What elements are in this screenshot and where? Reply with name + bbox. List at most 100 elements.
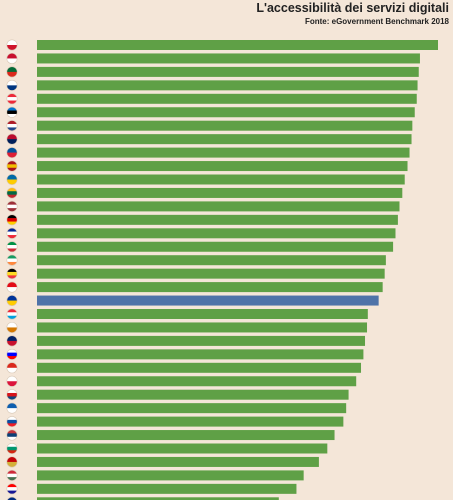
flag-stripe xyxy=(6,204,18,209)
flag-stripe xyxy=(6,392,18,397)
flag-stripe xyxy=(6,376,18,382)
bar xyxy=(37,187,403,198)
flag-stripe xyxy=(6,245,18,249)
flag-stripe xyxy=(6,416,18,421)
flag-stripe xyxy=(6,389,18,394)
flag-stripe xyxy=(6,71,18,78)
flag-outline xyxy=(6,483,18,495)
flag-outline xyxy=(6,106,18,118)
flag-outline xyxy=(6,295,18,307)
flag-outline xyxy=(6,174,18,186)
flag-outline xyxy=(6,442,18,454)
flag-outline xyxy=(6,52,18,64)
bar xyxy=(37,134,412,145)
flag-finland-icon xyxy=(6,80,18,91)
flag-outline xyxy=(6,254,18,266)
flag-stripe xyxy=(6,497,18,500)
flag-stripe xyxy=(6,470,18,474)
flag-slovenia-icon xyxy=(6,349,18,360)
flag-stripe xyxy=(6,194,18,199)
flag-stripe xyxy=(6,228,18,232)
flag-stripe xyxy=(6,235,18,239)
flag-stripe xyxy=(6,85,18,91)
flag-stripe xyxy=(6,261,18,266)
flag-stripe xyxy=(6,248,18,252)
bar xyxy=(37,322,368,333)
flag-iceland-icon xyxy=(6,147,18,158)
flag-stripe xyxy=(6,322,18,328)
bar xyxy=(37,120,413,131)
flag-outline xyxy=(7,496,17,500)
flag-outline xyxy=(6,335,18,347)
flag-stripe xyxy=(6,356,18,360)
flag-outline xyxy=(6,160,18,172)
flag-stripe xyxy=(6,275,18,279)
flag-outline xyxy=(6,375,18,387)
flag-stripe xyxy=(6,483,18,488)
flag-stripe xyxy=(6,349,18,353)
flag-stripe xyxy=(6,258,18,263)
flag-outline xyxy=(6,321,18,333)
flag-stripe xyxy=(6,450,18,454)
flag-outline xyxy=(6,241,18,253)
flag-malta-icon xyxy=(6,39,18,51)
bar xyxy=(37,80,418,91)
flag-stripe xyxy=(6,100,18,105)
flag-outline xyxy=(6,147,18,159)
flag-stripe xyxy=(6,340,18,347)
flag-estonia-icon xyxy=(6,107,18,118)
bar xyxy=(37,376,357,387)
flag-eu-icon xyxy=(6,295,18,306)
flag-stripe xyxy=(6,133,18,140)
flag-stripe xyxy=(6,218,18,222)
flag-stripe xyxy=(6,147,18,153)
bar xyxy=(37,403,347,414)
bar xyxy=(37,161,408,172)
bar-highlight xyxy=(37,295,379,306)
flag-stripe xyxy=(6,201,18,205)
flag-stripe xyxy=(6,461,18,468)
flag-stripe xyxy=(6,381,18,387)
flag-stripe xyxy=(6,433,18,438)
bar xyxy=(37,214,398,225)
flag-stripe xyxy=(6,187,18,192)
chart-subtitle: Fonte: eGovernment Benchmark 2018 xyxy=(304,17,449,26)
flag-norway-icon xyxy=(6,133,18,145)
flag-stripe xyxy=(6,113,18,118)
flag-bulgaria-icon xyxy=(6,443,18,454)
flag-stripe xyxy=(6,271,18,276)
flag-outline xyxy=(6,348,18,360)
flag-france-icon xyxy=(6,228,18,239)
flag-stripe xyxy=(6,139,18,145)
bar xyxy=(37,228,396,239)
flag-stripe xyxy=(6,446,18,451)
flag-stripe xyxy=(6,93,18,98)
flag-stripe xyxy=(6,127,18,131)
flag-stripe xyxy=(6,312,18,317)
bar xyxy=(37,456,319,467)
flag-stripe xyxy=(6,423,18,427)
flag-stripe xyxy=(6,66,18,73)
bar xyxy=(37,93,417,104)
flag-stripe xyxy=(6,300,18,306)
bar xyxy=(37,430,335,441)
flag-stripe xyxy=(6,53,18,59)
flag-stripe xyxy=(6,295,18,301)
flag-stripe xyxy=(6,214,18,219)
flag-stripe xyxy=(6,477,18,481)
flag-outline xyxy=(6,133,18,145)
flag-poland-icon xyxy=(6,376,18,387)
bar xyxy=(37,255,386,266)
flag-stripe xyxy=(6,419,18,424)
flag-croatia-icon xyxy=(6,483,18,495)
flag-lithuania-icon xyxy=(6,187,18,199)
bar xyxy=(37,174,405,185)
bar xyxy=(37,66,419,77)
flag-spain-icon xyxy=(6,160,18,172)
flag-denmark-icon xyxy=(6,53,18,64)
flag-outline xyxy=(6,362,18,374)
bar xyxy=(37,483,297,494)
flag-stripe xyxy=(6,335,18,342)
flag-stripe xyxy=(6,352,18,357)
